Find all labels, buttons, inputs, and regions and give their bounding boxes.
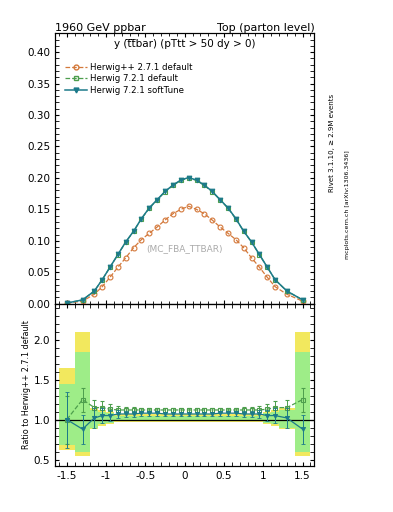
Text: 1960 GeV ppbar: 1960 GeV ppbar <box>55 23 146 33</box>
Text: mcplots.cern.ch [arXiv:1306.3436]: mcplots.cern.ch [arXiv:1306.3436] <box>345 151 350 259</box>
Text: (MC_FBA_TTBAR): (MC_FBA_TTBAR) <box>147 244 223 253</box>
Text: y (t̅t̅bar) (pTtt > 50 dy > 0): y (t̅t̅bar) (pTtt > 50 dy > 0) <box>114 39 255 49</box>
Text: Top (parton level): Top (parton level) <box>217 23 314 33</box>
Text: Rivet 3.1.10, ≥ 2.9M events: Rivet 3.1.10, ≥ 2.9M events <box>329 94 335 193</box>
Y-axis label: Ratio to Herwig++ 2.7.1 default: Ratio to Herwig++ 2.7.1 default <box>22 321 31 449</box>
Legend: Herwig++ 2.7.1 default, Herwig 7.2.1 default, Herwig 7.2.1 softTune: Herwig++ 2.7.1 default, Herwig 7.2.1 def… <box>62 59 196 98</box>
